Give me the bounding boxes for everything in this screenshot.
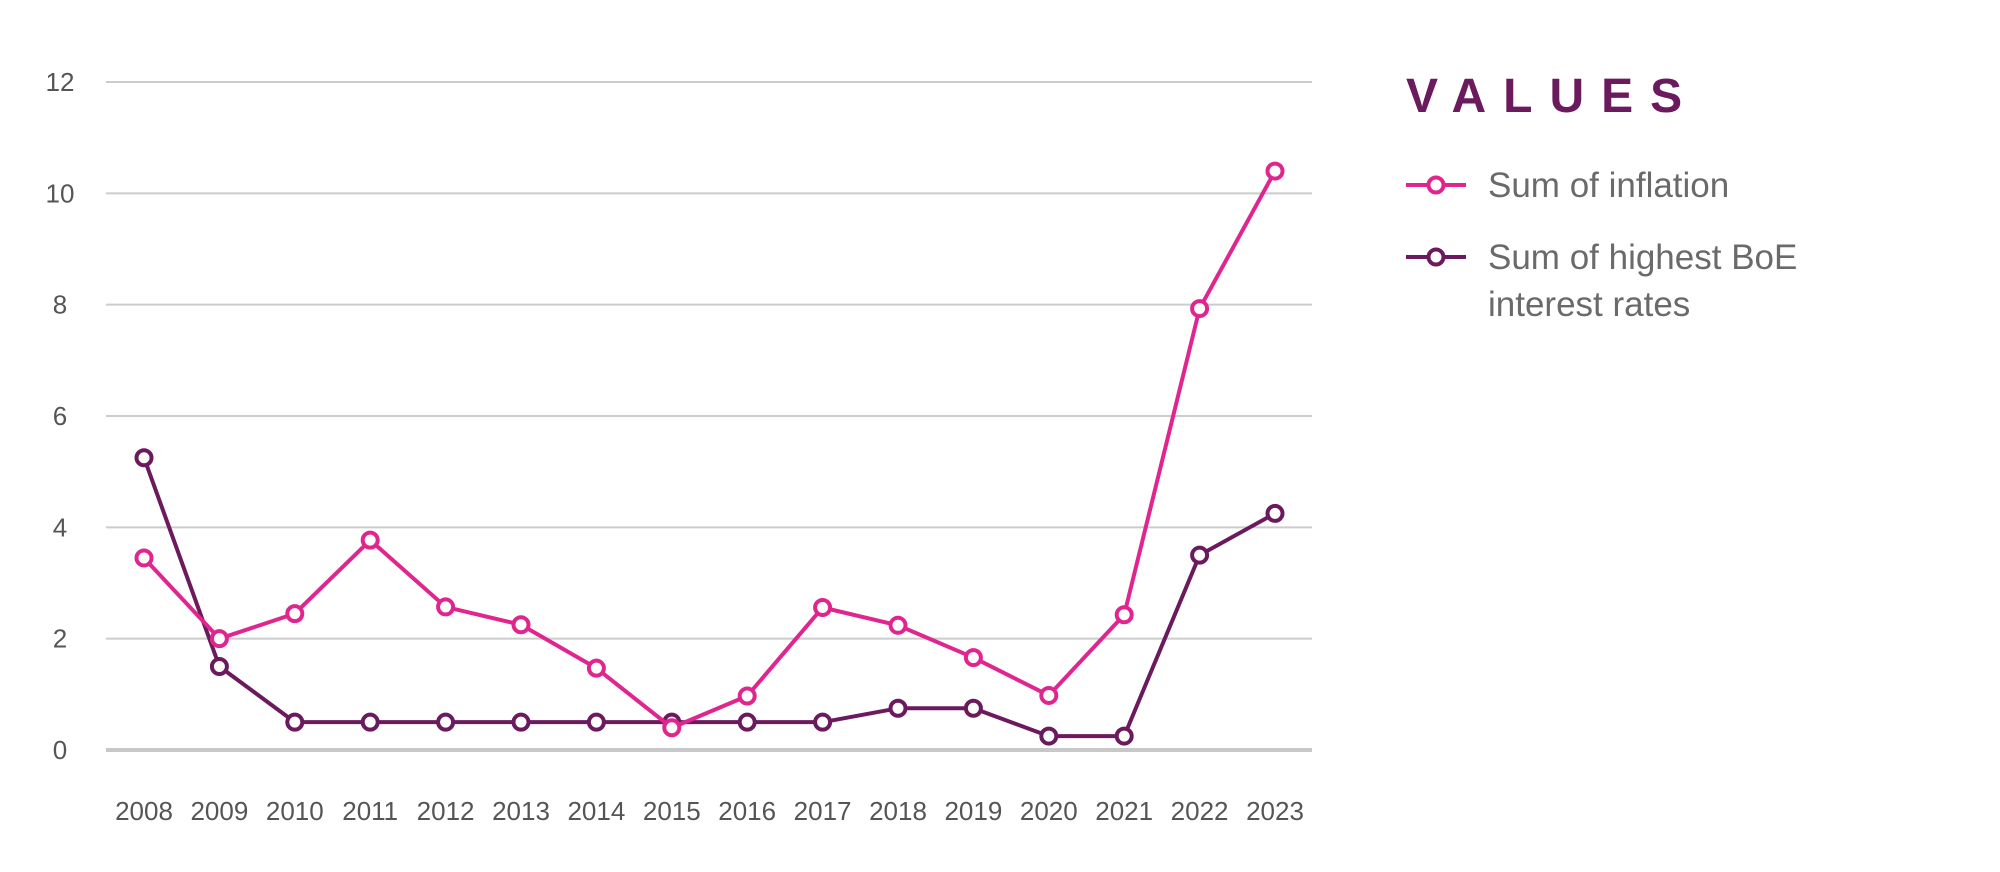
x-tick-label: 2012 — [417, 796, 475, 826]
legend-label: Sum of inflation — [1488, 166, 1729, 205]
legend: VALUES Sum of inflation Sum of highest Bo… — [1406, 70, 1797, 324]
legend-entry-1: Sum of highest BoE interest rates — [1406, 238, 1797, 324]
gridlines — [106, 81, 1312, 752]
data-point — [511, 615, 531, 635]
data-point — [888, 615, 908, 635]
x-tick-label: 2022 — [1171, 796, 1229, 826]
data-point — [813, 597, 833, 617]
data-point — [586, 658, 606, 678]
data-point — [134, 448, 154, 468]
data-point — [662, 718, 682, 738]
data-point — [963, 648, 983, 668]
data-point — [436, 597, 456, 617]
y-tick-label: 4 — [53, 512, 67, 542]
series-line — [142, 170, 1277, 730]
series-0 — [134, 161, 1285, 738]
data-point — [1265, 161, 1285, 181]
legend-label: Sum of highest BoE — [1488, 238, 1797, 277]
legend-swatch-marker — [1426, 247, 1446, 267]
legend-label: interest rates — [1488, 285, 1690, 324]
x-tick-label: 2013 — [492, 796, 550, 826]
data-point — [1190, 299, 1210, 319]
series-line — [142, 457, 1276, 739]
x-tick-label: 2011 — [342, 796, 398, 826]
legend-swatch-marker — [1426, 175, 1446, 195]
y-tick-label: 8 — [53, 290, 67, 320]
data-point — [813, 712, 833, 732]
data-point — [436, 712, 456, 732]
data-point — [1114, 726, 1134, 746]
data-point — [888, 698, 908, 718]
legend-title: VALUES — [1406, 70, 1699, 123]
data-point — [209, 629, 229, 649]
data-point — [360, 712, 380, 732]
data-point — [737, 712, 757, 732]
data-point — [737, 686, 757, 706]
data-point — [134, 548, 154, 568]
x-tick-label: 2023 — [1246, 796, 1304, 826]
data-point — [285, 604, 305, 624]
x-tick-label: 2015 — [643, 796, 701, 826]
x-tick-label: 2008 — [115, 796, 173, 826]
y-tick-label: 10 — [46, 178, 75, 208]
x-tick-label: 2018 — [869, 796, 927, 826]
data-point — [1039, 726, 1059, 746]
y-tick-label: 0 — [53, 735, 67, 765]
data-point — [586, 712, 606, 732]
data-point — [209, 657, 229, 676]
x-tick-label: 2009 — [190, 796, 248, 826]
x-axis-ticks: 2008 2009 2010 2011 2012 2013 2014 2015 2016 2017… — [115, 796, 1304, 826]
data-point — [1265, 503, 1285, 523]
data-point — [1190, 545, 1210, 565]
y-tick-label: 12 — [46, 67, 75, 97]
data-point — [511, 712, 531, 732]
data-point — [360, 530, 380, 550]
series-1 — [134, 448, 1285, 746]
x-tick-label: 2010 — [266, 796, 324, 826]
y-tick-label: 6 — [53, 401, 67, 431]
legend-entry-0: Sum of inflation — [1406, 166, 1729, 205]
x-tick-label: 2021 — [1095, 796, 1153, 826]
series-layer — [134, 161, 1285, 746]
y-tick-label: 2 — [53, 624, 67, 654]
y-axis-ticks: 0 2 4 6 8 10 12 — [46, 67, 75, 765]
x-tick-label: 2014 — [567, 796, 625, 826]
x-tick-label: 2016 — [718, 796, 776, 826]
data-point — [1039, 685, 1059, 705]
data-point — [1114, 605, 1134, 625]
x-tick-label: 2020 — [1020, 796, 1078, 826]
data-point — [963, 698, 983, 718]
data-point — [285, 712, 305, 732]
x-tick-label: 2017 — [794, 796, 852, 826]
x-tick-label: 2019 — [944, 796, 1002, 826]
